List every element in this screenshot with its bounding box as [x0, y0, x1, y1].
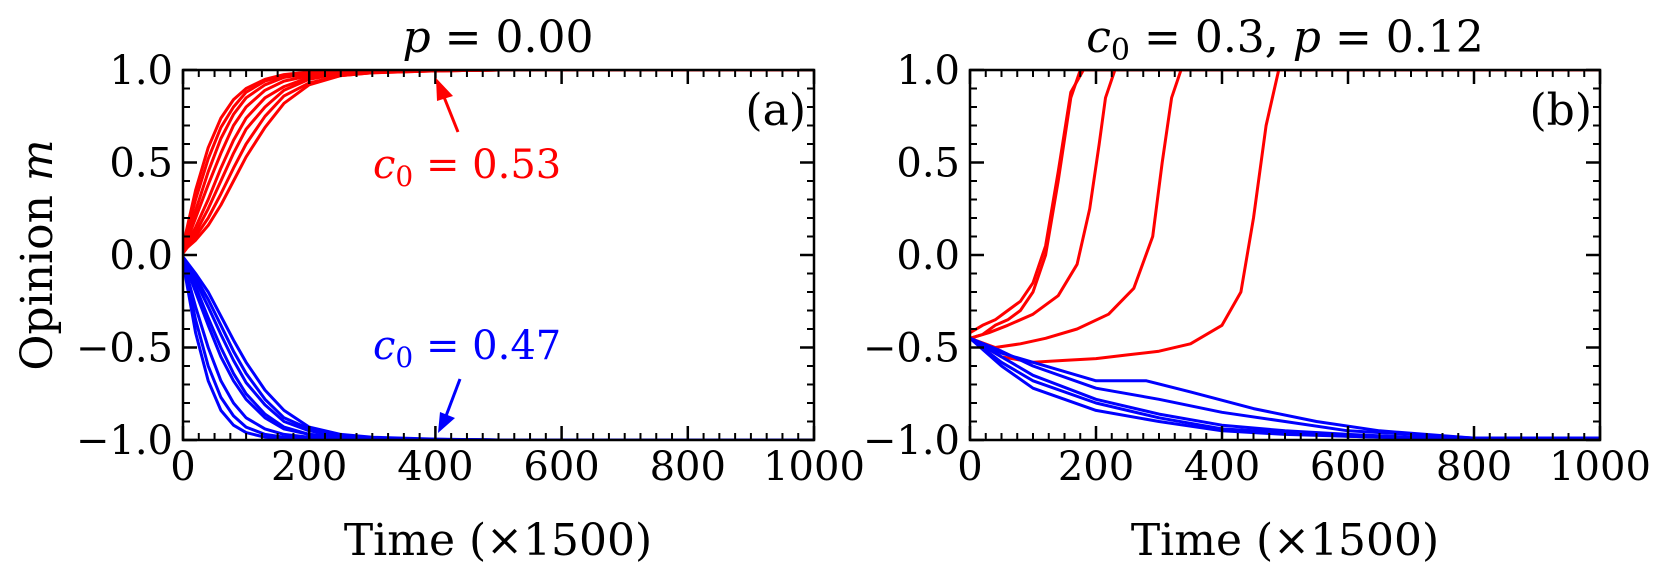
- x-tick-label-b: 1000: [1549, 444, 1651, 490]
- y-tick-label-b: 0.5: [896, 141, 960, 187]
- series-line-b-9: [970, 336, 1600, 440]
- series-line-b-4: [970, 70, 1600, 349]
- x-axis-title-a: Time (×1500): [344, 515, 652, 566]
- series-line-b-3: [970, 70, 1600, 340]
- panel-a-title: p = 0.00: [403, 12, 594, 63]
- panel-b-label: (b): [1530, 85, 1593, 136]
- series-group-a: [183, 70, 814, 440]
- x-tick-label-a: 1000: [763, 444, 865, 490]
- panel-b: 0 200 400 600 800 1000 1.0 0.5 0.0 −0.5 −1.0 c0 = …: [863, 12, 1651, 566]
- panel-a: 0 200 400 600 800 1000 1.0 0.5 0.0 −0.5 −1.0 p = 0…: [12, 12, 865, 566]
- y-tick-label-a: −0.5: [76, 326, 173, 372]
- x-axis-title-b: Time (×1500): [1131, 515, 1439, 566]
- x-tick-label-b: 200: [1058, 444, 1134, 490]
- y-axis-title: Opinion m: [12, 139, 63, 370]
- x-tick-label-a: 800: [650, 444, 726, 490]
- x-tick-label-b: 600: [1310, 444, 1386, 490]
- series-line-b-5: [970, 70, 1600, 364]
- y-tick-label-a: 0.5: [109, 141, 173, 187]
- panel-a-label: (a): [745, 85, 806, 136]
- series-line-b-1: [970, 70, 1600, 340]
- arrow-red: [436, 78, 460, 133]
- annotation-blue: c0 = 0.47: [373, 323, 561, 374]
- series-group-b: [970, 70, 1600, 440]
- plot-frame-a: [181, 68, 816, 442]
- series-line-b-2: [970, 70, 1600, 335]
- y-tick-label-a: −1.0: [76, 418, 173, 464]
- y-tick-label-b: −1.0: [863, 418, 960, 464]
- y-tick-label-b: 0.0: [896, 233, 960, 279]
- x-tick-label-a: 400: [397, 444, 473, 490]
- series-line-a-16: [183, 260, 814, 440]
- x-tick-label-a: 600: [523, 444, 599, 490]
- ticks-a: 0 200 400 600 800 1000 1.0 0.5 0.0 −0.5 −1.0: [76, 48, 865, 490]
- annotation-red: c0 = 0.53: [373, 142, 561, 193]
- x-tick-label-b: 400: [1184, 444, 1260, 490]
- y-tick-label-b: 1.0: [896, 48, 960, 94]
- x-tick-label-a: 0: [170, 444, 195, 490]
- plot-frame-b: [968, 68, 1602, 442]
- y-tick-label-a: 0.0: [109, 233, 173, 279]
- arrow-blue: [438, 378, 462, 433]
- x-tick-label-a: 200: [271, 444, 347, 490]
- panel-b-title: c0 = 0.3, p = 0.12: [1086, 12, 1484, 68]
- x-tick-label-b: 0: [957, 444, 982, 490]
- y-tick-label-b: −0.5: [863, 326, 960, 372]
- x-tick-label-b: 800: [1436, 444, 1512, 490]
- y-tick-label-a: 1.0: [109, 48, 173, 94]
- series-line-b-6: [970, 336, 1600, 440]
